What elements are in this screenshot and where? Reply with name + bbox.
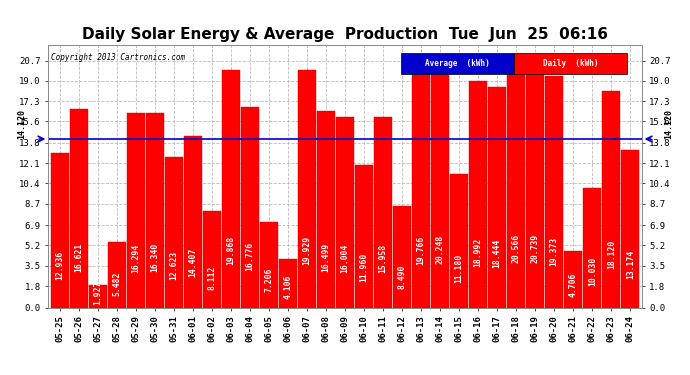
Bar [514, 53, 627, 74]
Text: 16.776: 16.776 [246, 242, 255, 272]
Bar [70, 109, 88, 307]
Bar [564, 251, 582, 308]
Text: 13.174: 13.174 [626, 250, 635, 279]
Bar [355, 165, 373, 308]
Text: 1.927: 1.927 [93, 281, 102, 305]
Text: 16.499: 16.499 [322, 243, 331, 272]
Bar [374, 117, 392, 308]
Text: 19.373: 19.373 [550, 237, 559, 266]
Bar [402, 53, 514, 74]
Bar [469, 81, 487, 308]
Bar [450, 174, 468, 308]
Text: 7.206: 7.206 [264, 268, 273, 292]
Bar [507, 62, 525, 308]
Text: 4.706: 4.706 [569, 273, 578, 297]
Text: 16.340: 16.340 [150, 243, 159, 272]
Text: 18.992: 18.992 [473, 237, 482, 267]
Text: 10.030: 10.030 [588, 257, 597, 286]
Bar [621, 150, 640, 308]
Text: 19.929: 19.929 [302, 236, 311, 265]
Text: 18.120: 18.120 [607, 239, 615, 268]
Text: 12.936: 12.936 [55, 251, 64, 280]
Text: 19.868: 19.868 [226, 236, 235, 265]
Text: 16.004: 16.004 [340, 244, 350, 273]
Text: 15.958: 15.958 [379, 244, 388, 273]
Text: 19.766: 19.766 [417, 236, 426, 265]
Bar [488, 87, 506, 308]
Bar [50, 153, 69, 308]
Text: 4.106: 4.106 [284, 274, 293, 298]
Text: 20.739: 20.739 [531, 234, 540, 263]
Title: Daily Solar Energy & Average  Production  Tue  Jun  25  06:16: Daily Solar Energy & Average Production … [82, 27, 608, 42]
Text: 14.120: 14.120 [17, 109, 26, 139]
Text: Copyright 2013 Cartronics.com: Copyright 2013 Cartronics.com [51, 53, 186, 62]
Bar [336, 117, 354, 308]
Bar [412, 72, 430, 308]
Bar [165, 157, 183, 308]
Bar [146, 112, 164, 308]
Bar [526, 60, 544, 308]
Bar [431, 66, 449, 308]
Text: 12.623: 12.623 [169, 251, 178, 280]
Bar [602, 91, 620, 308]
Bar [545, 76, 563, 308]
Bar [127, 113, 145, 308]
Text: 11.960: 11.960 [359, 253, 368, 282]
Bar [89, 285, 107, 308]
Bar [393, 206, 411, 308]
Text: 14.407: 14.407 [188, 247, 197, 276]
Bar [203, 211, 221, 308]
Text: 11.180: 11.180 [455, 254, 464, 284]
Text: Average  (kWh): Average (kWh) [425, 59, 490, 68]
Bar [241, 107, 259, 308]
Bar [222, 70, 240, 308]
Bar [298, 70, 316, 308]
Bar [583, 188, 601, 308]
Text: 16.621: 16.621 [75, 243, 83, 272]
Text: 20.566: 20.566 [512, 234, 521, 263]
Text: Daily  (kWh): Daily (kWh) [543, 59, 598, 68]
Text: 8.112: 8.112 [208, 266, 217, 290]
Text: 8.490: 8.490 [397, 265, 406, 289]
Text: 14.120: 14.120 [664, 109, 673, 139]
Text: 20.248: 20.248 [435, 235, 444, 264]
Bar [184, 136, 202, 308]
Bar [317, 111, 335, 308]
Bar [260, 222, 278, 308]
Bar [108, 242, 126, 308]
Text: 18.444: 18.444 [493, 238, 502, 268]
Bar [279, 258, 297, 308]
Text: 5.482: 5.482 [112, 272, 121, 296]
Text: 16.294: 16.294 [131, 243, 140, 273]
